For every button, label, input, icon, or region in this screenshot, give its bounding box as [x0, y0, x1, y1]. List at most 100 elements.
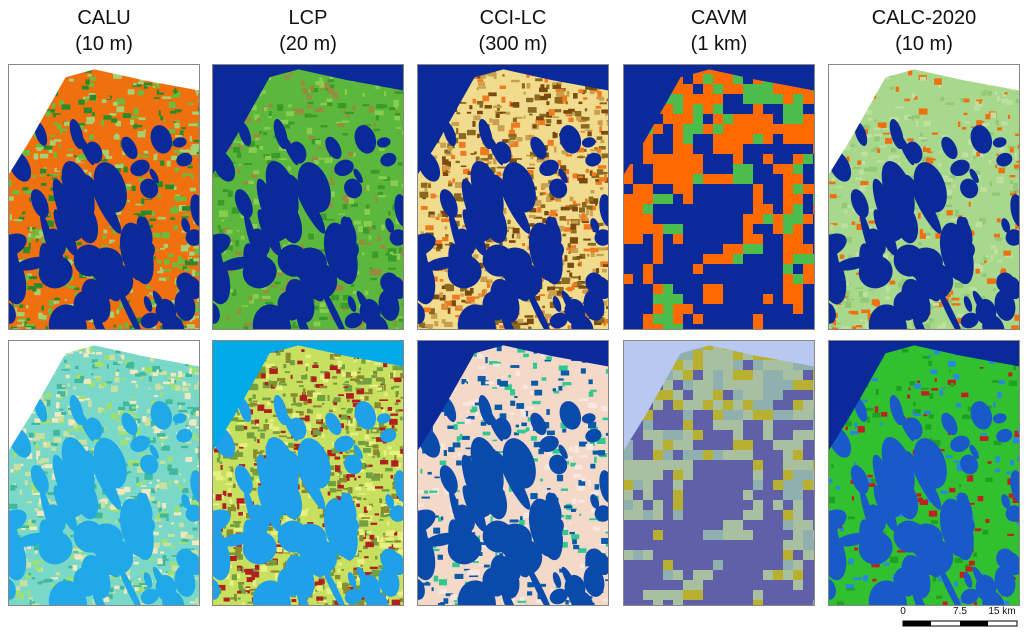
land-patch: [387, 428, 396, 430]
lake: [417, 254, 436, 305]
land-patch: [161, 442, 164, 447]
land-block: [713, 84, 723, 94]
land-patch: [1013, 189, 1020, 193]
land-patch: [389, 251, 394, 255]
land-patch: [75, 114, 82, 120]
land-patch: [512, 227, 520, 234]
land-patch: [458, 141, 466, 148]
land-patch: [534, 314, 539, 318]
land-patch: [104, 81, 110, 86]
land-block: [703, 124, 713, 134]
land-patch: [444, 321, 453, 328]
land-patch: [26, 317, 31, 321]
land-patch: [1010, 191, 1017, 196]
land-patch: [552, 116, 560, 119]
land-block: [643, 204, 653, 214]
land-patch: [525, 298, 531, 303]
land-patch: [155, 153, 158, 157]
land-patch: [260, 450, 265, 453]
land-patch: [539, 95, 548, 101]
land-patch: [371, 225, 376, 230]
land-patch: [65, 364, 70, 368]
land-patch: [373, 128, 381, 132]
land-patch: [473, 296, 480, 299]
land-patch: [159, 370, 167, 375]
land-patch: [509, 101, 512, 107]
land-patch: [885, 296, 891, 300]
land-patch: [885, 286, 890, 293]
map-panel: [828, 64, 1020, 330]
land-patch: [326, 98, 333, 103]
land-patch: [171, 565, 179, 572]
land-block: [643, 314, 653, 324]
land-patch: [591, 88, 599, 93]
lake: [39, 519, 55, 555]
land-patch: [388, 230, 393, 236]
land-patch: [191, 468, 196, 471]
land-patch: [113, 133, 120, 140]
lake: [121, 136, 138, 160]
land-patch: [12, 175, 20, 179]
land-patch: [594, 320, 602, 326]
land-patch: [12, 190, 20, 195]
land-block: [723, 114, 733, 124]
land-patch: [304, 113, 312, 118]
land-patch: [88, 380, 95, 387]
land-block: [693, 124, 703, 134]
land-patch: [181, 387, 189, 392]
land-patch: [113, 324, 116, 328]
land-patch: [178, 265, 186, 270]
land-patch: [193, 101, 200, 108]
land-patch: [486, 279, 493, 284]
land-block: [693, 304, 703, 314]
land-patch: [366, 204, 370, 210]
land-patch: [14, 467, 18, 474]
land-patch: [119, 301, 126, 308]
land-patch: [28, 605, 33, 606]
land-patch: [61, 131, 67, 135]
land-patch: [141, 367, 145, 371]
land-patch: [526, 82, 531, 89]
land-patch: [578, 286, 587, 289]
land-block: [673, 294, 683, 304]
land-patch: [13, 483, 16, 486]
land-patch: [109, 354, 115, 361]
land-block: [703, 94, 713, 104]
land-patch: [195, 447, 198, 454]
land-patch: [579, 253, 586, 259]
land-patch: [249, 223, 258, 230]
land-patch: [381, 224, 385, 231]
land-patch: [154, 485, 157, 492]
land-patch: [521, 83, 525, 89]
land-patch: [41, 305, 45, 311]
lake: [753, 254, 783, 284]
land-patch: [962, 152, 969, 158]
land-block: [713, 174, 723, 184]
land-patch: [565, 168, 569, 175]
lake: [359, 298, 381, 326]
land-patch: [109, 239, 116, 246]
lake: [140, 312, 159, 329]
land-block: [693, 264, 703, 274]
land-block: [673, 184, 683, 194]
land-patch: [263, 107, 268, 112]
land-patch: [158, 525, 163, 528]
land-patch: [133, 83, 142, 87]
land-patch: [490, 167, 496, 174]
land-patch: [390, 180, 399, 187]
land-patch: [546, 101, 550, 106]
land-patch: [159, 513, 169, 518]
land-patch: [364, 208, 371, 215]
land-patch: [851, 221, 856, 225]
land-patch: [396, 127, 402, 129]
land-patch: [478, 159, 484, 162]
land-patch: [125, 359, 130, 364]
land-patch: [559, 216, 566, 221]
land-patch: [222, 490, 227, 497]
land-patch: [196, 465, 200, 468]
land-patch: [143, 309, 146, 312]
land-patch: [340, 302, 350, 309]
land-patch: [939, 249, 942, 253]
land-block: [703, 84, 713, 94]
land-patch: [573, 282, 582, 288]
